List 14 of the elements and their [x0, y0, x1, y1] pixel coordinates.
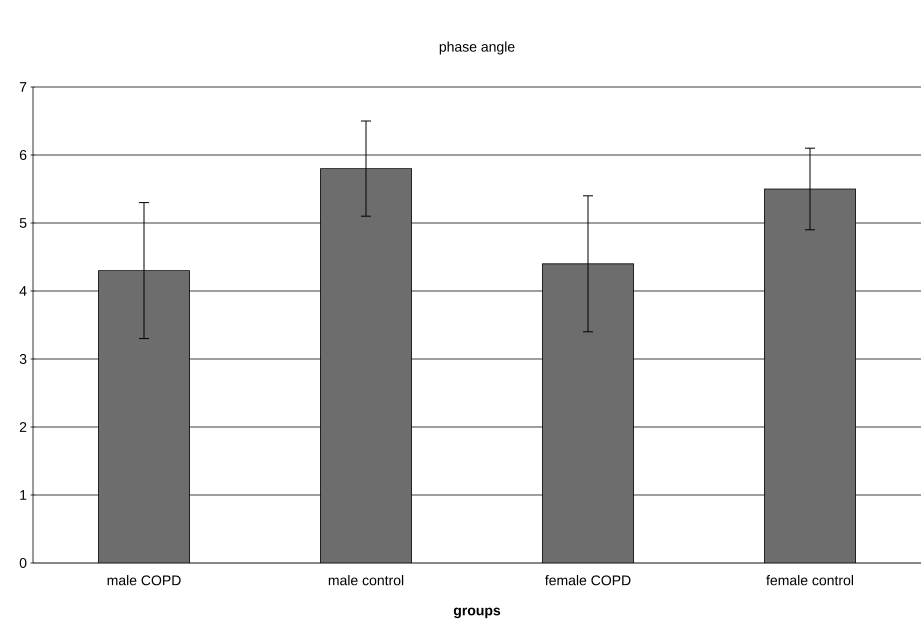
y-tick-label: 7 — [20, 82, 26, 92]
x-tick-label: male control — [328, 575, 404, 586]
y-tick-label: 3 — [20, 354, 26, 364]
x-tick-label: male COPD — [108, 575, 181, 586]
y-tick-label: 5 — [20, 218, 26, 228]
y-tick-label: 2 — [20, 422, 26, 432]
y-tick-label: 6 — [20, 150, 26, 160]
y-tick-label: 1 — [20, 490, 26, 500]
x-tick-label: female control — [766, 575, 854, 586]
x-tick-label: female COPD — [545, 575, 630, 586]
x-axis-title: groups — [454, 608, 500, 618]
chart-title: phase angle — [440, 41, 514, 55]
y-tick-label: 0 — [20, 558, 26, 568]
y-tick-label: 4 — [20, 286, 27, 296]
